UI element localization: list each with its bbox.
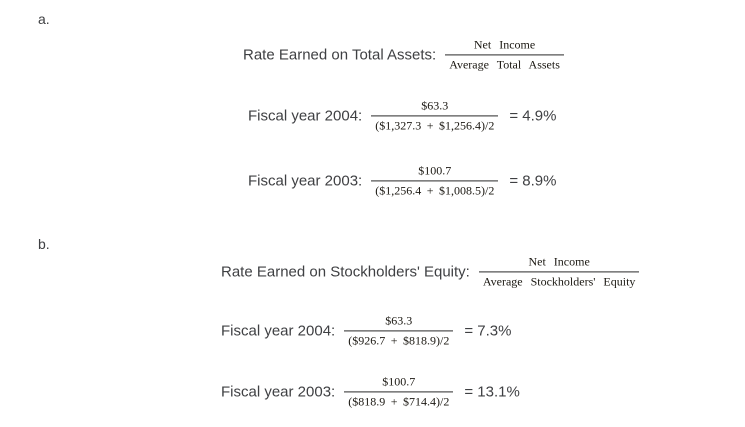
formula-fraction: Net Income Average Stockholders' Equity — [478, 254, 640, 290]
fraction-denominator: ($926.7 + $818.9)/2 — [344, 330, 454, 349]
ratio-title-stockholders-equity: Rate Earned on Stockholders' Equity: — [221, 263, 470, 281]
calc-row-a-2003: Fiscal year 2003: $100.7 ($1,256.4 + $1,… — [248, 163, 556, 198]
calc-row-b-2003: Fiscal year 2003: $100.7 ($818.9 + $714.… — [221, 374, 520, 409]
calc-result: = 4.9% — [509, 107, 557, 125]
section-a-heading: Rate Earned on Total Assets: Net Income … — [243, 37, 566, 72]
calc-result: = 8.9% — [509, 172, 557, 190]
calc-fraction: $100.7 ($818.9 + $714.4)/2 — [344, 374, 454, 410]
calc-result: = 7.3% — [464, 322, 512, 340]
fraction-denominator: Average Stockholders' Equity — [478, 271, 640, 290]
fiscal-year-label: Fiscal year 2003: — [248, 172, 363, 190]
fiscal-year-label: Fiscal year 2004: — [221, 322, 336, 340]
ratio-title-total-assets: Rate Earned on Total Assets: — [243, 46, 437, 64]
section-b-label: b. — [38, 236, 50, 252]
calc-fraction: $63.3 ($1,327.3 + $1,256.4)/2 — [371, 98, 499, 134]
section-a-label: a. — [38, 11, 50, 27]
fraction-numerator: $63.3 — [421, 98, 449, 113]
calc-row-a-2004: Fiscal year 2004: $63.3 ($1,327.3 + $1,2… — [248, 98, 556, 133]
fraction-denominator: ($1,256.4 + $1,008.5)/2 — [371, 180, 499, 199]
fraction-numerator: Net Income — [528, 254, 590, 269]
fraction-numerator: Net Income — [473, 37, 536, 52]
fraction-numerator: $100.7 — [418, 163, 452, 178]
formula-fraction: Net Income Average Total Assets — [445, 37, 564, 72]
calc-row-b-2004: Fiscal year 2004: $63.3 ($926.7 + $818.9… — [221, 313, 511, 348]
fraction-denominator: ($1,327.3 + $1,256.4)/2 — [371, 115, 499, 134]
fraction-numerator: $100.7 — [382, 374, 416, 389]
calc-fraction: $63.3 ($926.7 + $818.9)/2 — [344, 313, 454, 349]
fiscal-year-label: Fiscal year 2003: — [221, 383, 336, 401]
fraction-denominator: ($818.9 + $714.4)/2 — [344, 391, 454, 410]
fraction-denominator: Average Total Assets — [445, 54, 564, 73]
section-b-heading: Rate Earned on Stockholders' Equity: Net… — [221, 254, 641, 289]
fraction-numerator: $63.3 — [385, 313, 413, 328]
calc-result: = 13.1% — [464, 383, 520, 401]
fiscal-year-label: Fiscal year 2004: — [248, 107, 363, 125]
calc-fraction: $100.7 ($1,256.4 + $1,008.5)/2 — [371, 163, 499, 199]
